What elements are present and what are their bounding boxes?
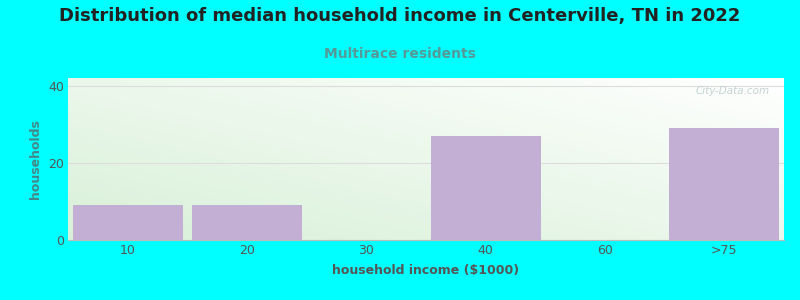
Bar bbox=[73, 205, 182, 240]
Bar bbox=[192, 205, 302, 240]
Bar bbox=[430, 136, 541, 240]
Y-axis label: households: households bbox=[30, 119, 42, 199]
X-axis label: household income ($1000): household income ($1000) bbox=[333, 264, 519, 277]
Text: Distribution of median household income in Centerville, TN in 2022: Distribution of median household income … bbox=[59, 8, 741, 26]
Text: City-Data.com: City-Data.com bbox=[695, 86, 770, 96]
Text: Multirace residents: Multirace residents bbox=[324, 46, 476, 61]
Bar bbox=[670, 128, 779, 240]
